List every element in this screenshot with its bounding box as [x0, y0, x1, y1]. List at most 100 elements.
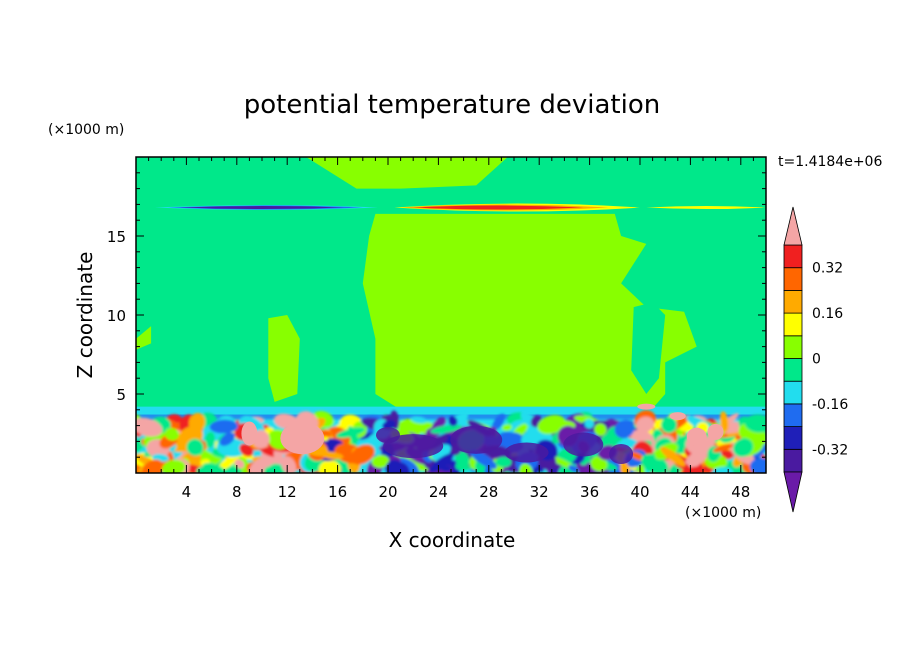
mixed-layer-cell — [186, 438, 204, 456]
mixed-layer-cell — [273, 451, 286, 466]
mixed-layer-cell — [537, 414, 566, 435]
y-tick-label: 10 — [107, 307, 126, 325]
mixed-layer-cell — [209, 419, 238, 434]
mixed-layer-cell — [501, 424, 513, 431]
colorbar-min-arrow — [783, 471, 803, 513]
upper-positive-region — [306, 157, 508, 189]
mixed-layer-cell — [347, 426, 358, 444]
chart-title: potential temperature deviation — [244, 90, 660, 120]
mixed-layer-cell — [162, 459, 186, 473]
x-axis-unit: (×1000 m) — [685, 505, 761, 521]
colorbar-tick-label: 0.16 — [812, 306, 843, 322]
warm-blob — [707, 423, 724, 440]
colorbar-tick-label: -0.32 — [812, 442, 848, 458]
mixed-layer-cell — [430, 424, 462, 434]
mixed-layer-cell — [620, 461, 630, 473]
x-axis-label: X coordinate — [389, 528, 516, 552]
mixed-layer-cell — [371, 454, 390, 469]
colorbar-swatch — [783, 380, 803, 405]
mixed-layer-cell — [264, 466, 276, 473]
mixed-layer-cell — [630, 451, 645, 461]
colorbar-swatch — [783, 358, 803, 382]
mixed-layer-cell — [594, 423, 607, 436]
mixed-layer-cell — [239, 443, 254, 457]
cold-cell — [376, 427, 400, 444]
mixed-layer-cell — [318, 459, 341, 473]
mixed-layer-cell — [429, 453, 454, 473]
warm-blob — [241, 421, 258, 446]
cold-cell — [383, 434, 444, 459]
x-tick-label: 32 — [530, 483, 549, 501]
mixed-layer-cell — [219, 432, 236, 446]
upper-positive-band-core — [413, 205, 584, 210]
y-tick-label: 15 — [107, 228, 126, 246]
x-tick-label: 4 — [182, 483, 192, 501]
colorbar-swatch — [783, 403, 803, 427]
colorbar: 0.32 0.16 0 -0.16 -0.32 — [783, 206, 848, 513]
mixed-layer-cell — [732, 438, 754, 458]
y-axis-unit: (×1000 m) — [48, 122, 124, 138]
colorbar-swatch — [783, 448, 803, 473]
cold-cell — [504, 442, 549, 463]
mixed-layer-cell — [491, 413, 506, 431]
warm-blob — [669, 412, 686, 421]
colorbar-swatch — [783, 244, 803, 269]
y-tick-label: 5 — [116, 386, 126, 404]
warm-blob — [280, 422, 325, 455]
colorbar-swatch — [783, 426, 803, 450]
x-tick-label: 12 — [278, 483, 297, 501]
mixed-layer-cell — [495, 456, 512, 468]
mixed-layer-cell — [202, 462, 229, 473]
mixed-layer-cell — [660, 416, 677, 434]
y-axis: 5 10 15 — [107, 172, 766, 458]
colorbar-tick-label: 0.32 — [812, 261, 843, 277]
x-tick-label: 44 — [681, 483, 700, 501]
x-tick-label: 20 — [378, 483, 397, 501]
mixed-layer-cell — [690, 448, 702, 467]
mixed-layer-cell — [350, 444, 375, 465]
left-plume — [268, 315, 300, 402]
mixed-layer-cell — [136, 417, 163, 437]
mixed-layer-cell — [568, 464, 580, 473]
x-tick-label: 48 — [731, 483, 750, 501]
colorbar-max-arrow — [783, 206, 803, 246]
mixed-layer-cell — [719, 411, 729, 433]
cold-cell — [450, 425, 503, 454]
warm-blob — [637, 403, 656, 410]
mixed-layer-cell — [448, 416, 458, 427]
x-tick-label: 40 — [630, 483, 649, 501]
mixed-layer-cell — [469, 449, 497, 469]
colorbar-swatch — [783, 289, 803, 314]
mixed-layer-cell — [142, 459, 164, 473]
mixed-layer-cell — [503, 432, 523, 446]
colorbar-swatch — [783, 312, 803, 337]
colorbar-swatch — [783, 335, 803, 359]
warm-blob — [686, 427, 707, 446]
x-tick-label: 28 — [479, 483, 498, 501]
right-plume-core — [631, 302, 666, 394]
mixed-layer-cell — [635, 416, 655, 433]
edge-patch — [136, 326, 152, 350]
upper-negative-band-core — [180, 206, 344, 210]
x-tick-label: 16 — [328, 483, 347, 501]
mixed-layer-cell — [204, 431, 215, 448]
x-tick-label: 8 — [232, 483, 242, 501]
mixed-layer-cell — [225, 466, 242, 473]
mixed-layer-cell — [584, 418, 595, 429]
colorbar-tick-label: 0 — [812, 352, 821, 368]
colorbar-swatch — [783, 267, 803, 291]
contour-field — [136, 157, 766, 473]
cold-cell — [609, 444, 634, 465]
mixed-layer-cell — [614, 419, 635, 439]
mid-positive-region — [362, 213, 697, 413]
x-axis: 4 8 12 16 20 24 28 32 36 40 44 48 — [148, 157, 754, 501]
x-tick-label: 24 — [429, 483, 448, 501]
x-tick-label: 36 — [580, 483, 599, 501]
y-axis-label: Z coordinate — [73, 252, 97, 379]
mixed-layer-cell — [410, 416, 428, 424]
mixed-layer-cell — [385, 459, 404, 473]
mixed-layer-cell — [660, 446, 686, 467]
time-label: t=1.4184e+06 — [778, 154, 882, 170]
mixed-layer-cell — [590, 456, 608, 472]
